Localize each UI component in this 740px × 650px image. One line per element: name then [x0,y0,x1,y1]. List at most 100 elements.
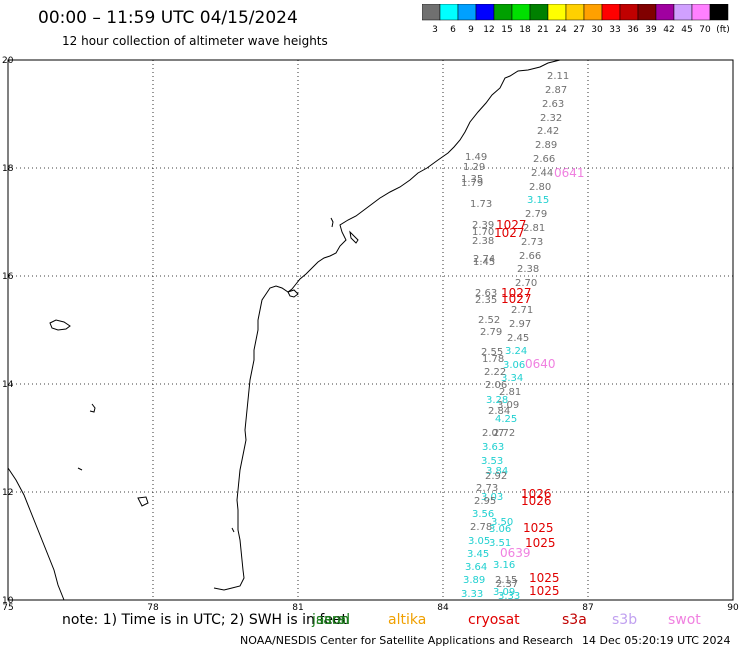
axis-tick-labels: 75 78 81 84 87 90 20 18 16 14 12 10 [2,56,739,613]
wave-height-value: 2.38 [517,264,539,275]
wave-height-value: 2.22 [484,367,506,378]
colorbar-label: 3 [432,25,438,35]
wave-height-value: 3.34 [501,373,523,384]
legend-s3a: s3a [562,612,587,628]
pass-time-label: 1026 [521,494,552,508]
wave-height-value: 2.70 [515,278,537,289]
map-title: 00:00 – 11:59 UTC 04/15/2024 [38,8,298,28]
wave-height-value: 3.63 [482,442,504,453]
wave-height-value: 2.66 [533,154,555,165]
wave-height-colorbar: 3 6 9 12 15 18 21 24 27 30 33 36 39 42 45 70 (ft) [422,4,730,35]
colorbar-label: 42 [663,25,674,35]
wave-height-value: 2.89 [535,140,557,151]
wave-height-value: 3.09 [493,587,515,598]
x-tick-label: 90 [727,603,739,613]
inland-lake-5 [231,527,235,533]
x-tick-label: 78 [147,603,159,613]
wave-height-value: 2.15 [495,575,517,586]
pass-time-label: 1027 [496,218,527,232]
wave-height-value: 2.11 [547,71,569,82]
wave-height-value: 3.50 [491,517,513,528]
colorbar-label: 12 [483,25,494,35]
x-tick-label: 81 [292,603,303,613]
legend-note: note: 1) Time is in UTC; 2) SWH is in fe… [62,612,348,628]
wave-height-value: 2.79 [480,327,502,338]
map-subtitle: 12 hour collection of altimeter wave hei… [62,34,328,48]
wave-height-value: 1.70 [472,227,494,238]
wave-height-value: 2.07 [482,428,504,439]
legend-cryosat: cryosat [468,612,520,628]
y-tick-label: 18 [2,164,14,174]
wave-height-value: 2.72 [493,428,515,439]
pass-time-label: 1027 [501,292,532,306]
india-east-coast [213,59,561,591]
legend-altika: altika [388,612,427,628]
wave-height-value: 3.09 [497,400,519,411]
wave-height-value: 3.64 [465,562,487,573]
colorbar-label: 9 [468,25,474,35]
wave-height-value: 3.06 [489,524,511,535]
western-coast [7,467,65,601]
colorbar-label: 6 [450,25,456,35]
colorbar-label: 39 [645,25,657,35]
wave-height-value: 2.81 [523,223,545,234]
wave-height-value: 2.66 [519,251,541,262]
colorbar-label: 21 [537,25,548,35]
wave-height-value: 2.97 [509,319,531,330]
x-tick-label: 84 [437,603,449,613]
colorbar-label: 18 [519,25,531,35]
wave-height-value: 3.51 [489,538,511,549]
footer-credit: NOAA/NESDIS Center for Satellite Applica… [240,634,574,647]
gridlines [8,60,733,600]
wave-height-observations: 2.11 2.87 2.63 2.32 2.42 2.89 2.66 2.44 2.80 3.15… [461,71,569,602]
wave-height-value: 2.45 [507,333,529,344]
wave-height-value: 2.71 [511,305,533,316]
wave-height-value: 2.87 [545,85,567,96]
wave-height-value: 4.25 [495,414,517,425]
pass-time-label: 1027 [501,286,532,300]
wave-height-value: 1.73 [470,199,492,210]
wave-height-value: 1.35 [461,174,483,185]
wave-height-value: 3.84 [486,466,508,477]
colorbar-label: (ft) [716,25,730,35]
wave-height-value: 2.55 [481,347,503,358]
wave-height-value: 3.05 [468,536,490,547]
legend-s3b: s3b [612,612,638,628]
wave-height-value: 3.03 [481,492,503,503]
colorbar-label: 24 [555,25,567,35]
legend-swot: swot [668,612,701,628]
inland-lake-2 [89,403,96,413]
y-tick-label: 10 [2,596,14,606]
pass-time-label: 0639 [500,546,531,560]
x-tick-label: 87 [582,603,593,613]
wave-height-value: 2.78 [470,522,492,533]
pass-time-label: 0640 [525,357,556,371]
wave-height-value: 1.78 [482,354,504,365]
colorbar-label: 36 [627,25,639,35]
wave-height-value: 2.42 [537,126,559,137]
wave-height-value: 1.29 [463,162,485,173]
wave-height-value: 2.95 [474,496,496,507]
colorbar-label: 27 [573,25,584,35]
wave-height-value: 2.44 [531,168,553,179]
wave-height-value: 3.56 [472,509,494,520]
wave-height-value: 3.45 [467,549,489,560]
y-tick-label: 14 [2,380,14,390]
wave-height-value: 3.16 [493,560,515,571]
wave-height-value: 1.79 [461,178,483,189]
wave-height-value: 2.06 [485,380,507,391]
wave-height-value: 2.63 [542,99,564,110]
footer-timestamp: 14 Dec 05:20:19 UTC 2024 [582,634,731,647]
coastline [7,59,561,601]
wave-height-value: 2.37 [496,579,518,590]
wave-height-value: 1.49 [465,152,487,163]
pass-time-label: 1025 [529,584,560,598]
wave-height-value: 2.39 [472,220,494,231]
inland-lake-3 [137,496,149,507]
pass-time-label: 1027 [494,226,525,240]
wave-height-value: 2.32 [540,113,562,124]
legend-row: note: 1) Time is in UTC; 2) SWH is in fe… [0,612,740,632]
wave-height-value: 3.24 [505,346,527,357]
wave-height-value: 3.53 [481,456,503,467]
